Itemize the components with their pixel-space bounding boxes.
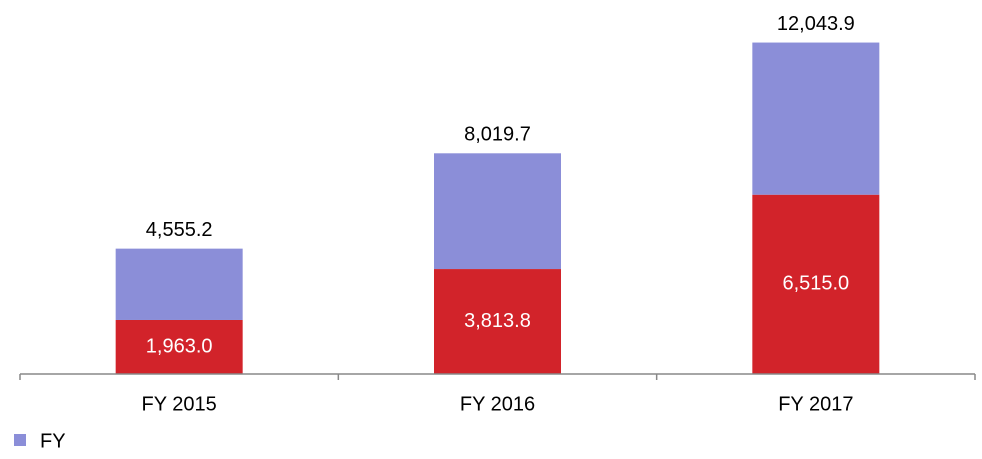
bar-segment	[752, 194, 880, 374]
total-label: 12,043.9	[777, 13, 855, 35]
bar-segment	[434, 153, 561, 270]
bar-segment	[434, 269, 561, 374]
bar-segment	[115, 319, 243, 374]
x-tick-label: FY 2015	[142, 393, 217, 415]
data-label: 3,813.8	[464, 310, 531, 332]
legend-label: FY	[40, 430, 66, 452]
legend-swatch	[14, 434, 26, 446]
bar-segment	[752, 42, 880, 195]
data-label: 1,963.0	[146, 335, 213, 357]
bar-segment	[115, 248, 243, 320]
x-tick-label: FY 2016	[460, 393, 535, 415]
total-label: 8,019.7	[464, 124, 531, 146]
x-tick-label: FY 2017	[778, 393, 853, 415]
total-label: 4,555.2	[146, 219, 213, 241]
data-label: 6,515.0	[782, 273, 849, 295]
